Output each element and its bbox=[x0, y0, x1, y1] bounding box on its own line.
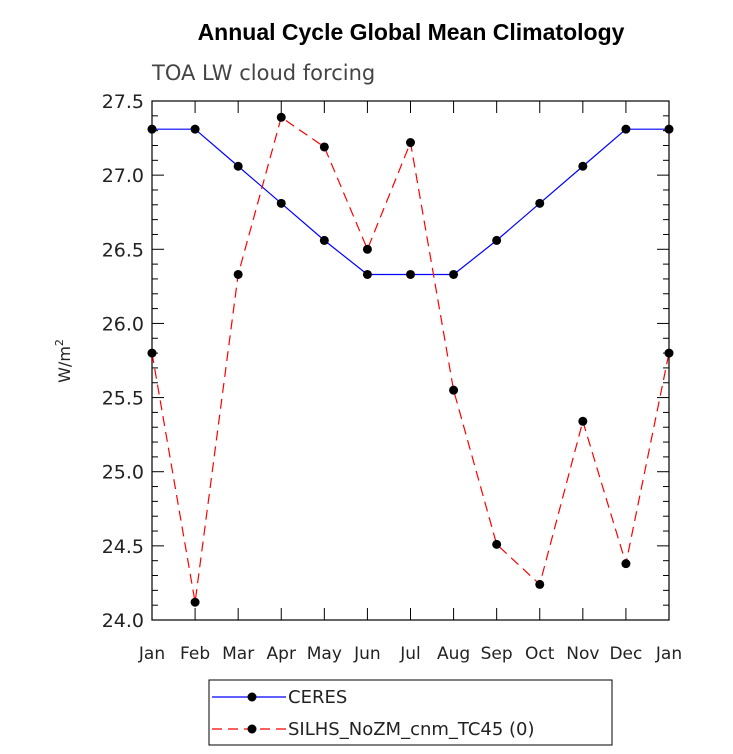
data-point-0-8 bbox=[492, 235, 502, 245]
x-axis: Jan Feb Mar Apr May Jun Jul Aug Sep Oct Nov Dec Jan bbox=[138, 101, 682, 664]
x-tick-label: Mar bbox=[222, 644, 254, 664]
x-tick-label: Jul bbox=[399, 644, 421, 664]
data-point-1-3 bbox=[276, 112, 286, 122]
y-axis-label: W/m2 bbox=[53, 339, 74, 383]
y-tick-label: 26.5 bbox=[102, 239, 144, 261]
x-tick-label: May bbox=[307, 644, 342, 664]
x-tick-label: Sep bbox=[481, 644, 513, 664]
y-tick-label: 24.0 bbox=[102, 610, 144, 632]
legend-box bbox=[208, 679, 613, 746]
series-line-0 bbox=[152, 128, 669, 276]
data-point-0-10 bbox=[578, 161, 588, 171]
x-tick-label: Aug bbox=[437, 644, 470, 664]
data-point-0-7 bbox=[449, 269, 459, 279]
chart-title: Annual Cycle Global Mean Climatology bbox=[198, 19, 625, 45]
data-point-0-9 bbox=[535, 198, 545, 208]
series-line-1 bbox=[151, 116, 670, 603]
data-point-1-6 bbox=[406, 138, 415, 148]
data-point-1-12 bbox=[664, 348, 674, 358]
legend-marker-ceres bbox=[247, 692, 257, 702]
x-tick-label: Dec bbox=[609, 644, 642, 664]
data-point-0-1 bbox=[190, 124, 200, 134]
legend-label-silhs: SILHS_NoZM_cnm_TC45 (0) bbox=[288, 719, 535, 740]
x-tick-label: Apr bbox=[267, 644, 296, 664]
data-point-1-0 bbox=[147, 348, 157, 358]
x-tick-label: Jan bbox=[138, 644, 165, 664]
x-tick-label: Oct bbox=[525, 644, 555, 664]
x-tick-label: Jun bbox=[353, 644, 381, 664]
y-tick-label: 25.5 bbox=[102, 388, 144, 410]
y-tick-label: 25.0 bbox=[102, 462, 144, 484]
data-point-0-12 bbox=[664, 124, 674, 134]
x-tick-label: Nov bbox=[566, 644, 599, 664]
data-point-1-7 bbox=[449, 385, 459, 395]
data-point-0-2 bbox=[233, 161, 243, 171]
y-tick-label: 27.0 bbox=[102, 165, 144, 187]
y-tick-label: 26.0 bbox=[102, 313, 144, 335]
data-point-1-8 bbox=[492, 539, 502, 549]
legend: CERES SILHS_NoZM_cnm_TC45 (0) bbox=[208, 679, 613, 746]
y-tick-label: 27.5 bbox=[102, 91, 144, 113]
x-tick-label: Feb bbox=[180, 644, 210, 664]
data-point-0-5 bbox=[362, 269, 372, 279]
series-layer bbox=[147, 112, 674, 607]
plot-frame bbox=[151, 100, 670, 621]
data-point-0-6 bbox=[406, 269, 415, 279]
data-point-0-3 bbox=[276, 198, 286, 208]
legend-label-ceres: CERES bbox=[288, 687, 347, 708]
data-point-1-11 bbox=[621, 559, 631, 569]
data-point-1-2 bbox=[233, 269, 243, 279]
data-point-0-11 bbox=[621, 124, 631, 134]
data-point-1-10 bbox=[578, 416, 588, 426]
legend-marker-silhs bbox=[247, 724, 257, 734]
plot-border bbox=[151, 100, 670, 621]
data-point-0-0 bbox=[147, 124, 157, 134]
data-point-1-9 bbox=[535, 579, 545, 589]
data-point-1-5 bbox=[362, 244, 372, 254]
data-point-1-4 bbox=[319, 142, 329, 152]
data-point-0-4 bbox=[319, 235, 329, 245]
y-tick-label: 24.5 bbox=[102, 536, 144, 558]
x-tick-label: Jan bbox=[655, 644, 682, 664]
chart-subtitle: TOA LW cloud forcing bbox=[151, 61, 375, 85]
data-point-1-1 bbox=[190, 597, 200, 607]
y-axis: 24.0 24.5 25.0 25.5 26.0 26.5 27.0 27.5 bbox=[102, 91, 669, 632]
